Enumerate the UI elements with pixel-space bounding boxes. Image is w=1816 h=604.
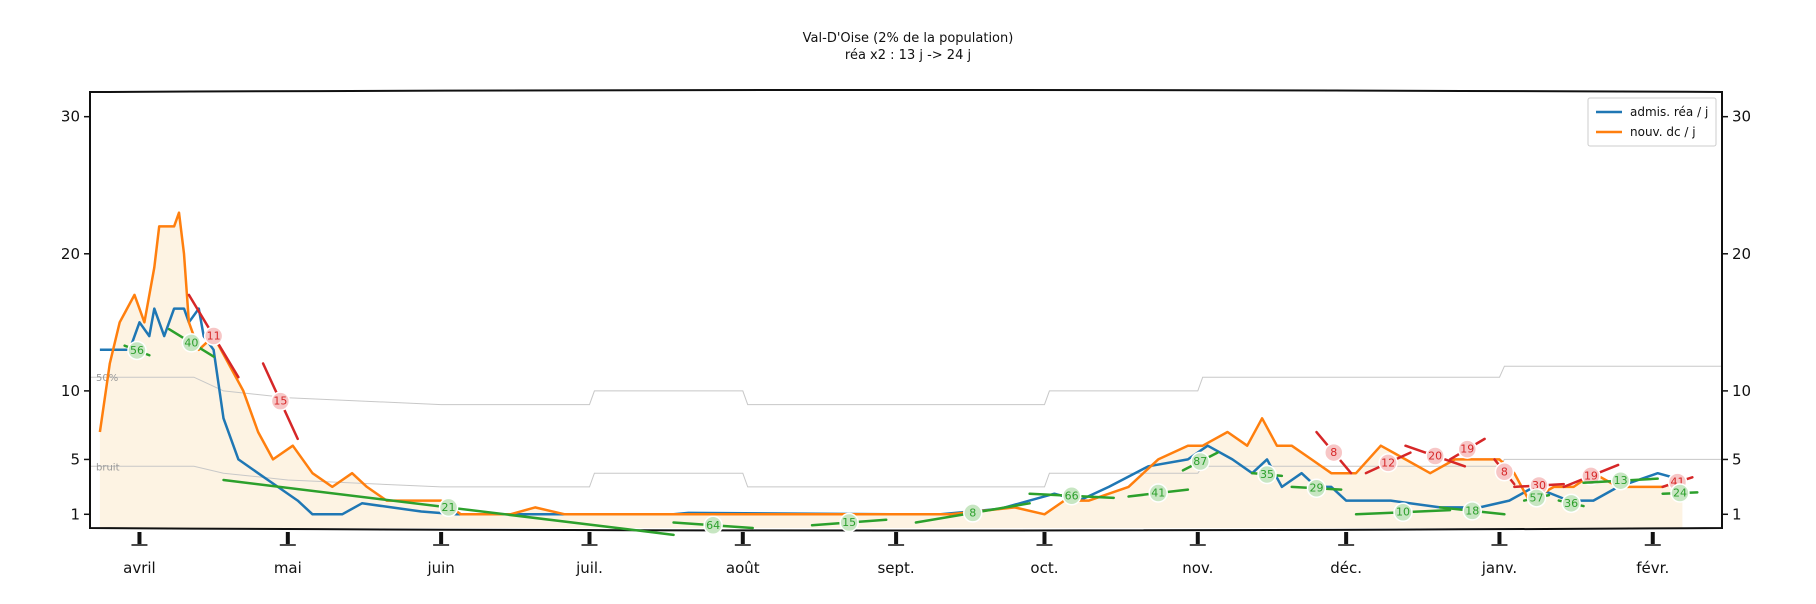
y-tick-label-right-4: 30: [1732, 108, 1751, 126]
trend-bubble-label-24: 13: [1614, 474, 1628, 487]
trend-bubble-label-6: 15: [842, 516, 856, 529]
trend-bubble-label-3: 15: [273, 395, 287, 408]
y-tick-label-right-0: 1: [1732, 505, 1742, 523]
trend-bubble-13: [1324, 442, 1344, 463]
trend-bubble-label-18: 19: [1460, 443, 1474, 456]
x-tick-10: [1650, 532, 1655, 544]
legend-box: [1587, 97, 1717, 147]
trend-bubble-label-7: 8: [969, 506, 976, 519]
trend-bubble-23: [1581, 466, 1601, 486]
y-tick-label-left-0: 1: [70, 505, 80, 523]
trend-bubble-9: [1148, 483, 1168, 503]
trend-bubble-7: [963, 503, 983, 523]
trend-bubble-label-13: 8: [1330, 446, 1337, 459]
trend-bubble-label-5: 64: [706, 519, 720, 532]
trend-bubble-label-0: 56: [130, 344, 144, 357]
x-tick-label-4: août: [726, 559, 760, 577]
x-tick-label-1: mai: [274, 559, 302, 577]
y-tick-label-right-2: 10: [1732, 382, 1751, 400]
trend-bubble-4: [438, 497, 459, 518]
chart-subtitle: réa x2 : 13 j -> 24 j: [844, 48, 972, 63]
legend-label-0: admis. réa / j: [1630, 105, 1708, 119]
trend-bubble-label-19: 8: [1501, 465, 1508, 478]
trend-bubble-6: [839, 512, 859, 533]
x-tick-7: [1195, 532, 1200, 544]
trend-bubble-label-1: 40: [184, 336, 198, 349]
trend-bubble-22: [1561, 493, 1581, 514]
y-tick-label-left-3: 20: [61, 245, 80, 263]
x-tick-label-7: nov.: [1182, 559, 1213, 577]
x-tick-label-6: oct.: [1030, 559, 1058, 577]
trend-bubble-24: [1610, 470, 1631, 491]
x-tick-0: [137, 532, 142, 544]
trend-bubble-label-17: 18: [1465, 504, 1479, 517]
deaths-shaded-area: [99, 212, 1683, 528]
trend-bubble-label-8: 66: [1065, 489, 1079, 502]
threshold-label-1: bruit: [96, 462, 120, 473]
y-tick-label-left-1: 5: [70, 450, 80, 468]
threshold-line-0: [90, 365, 1722, 406]
chart-title-block: Val-D'Oise (2% de la population) réa x2 …: [0, 30, 1816, 64]
x-tick-4: [740, 532, 745, 544]
x-tick-5: [894, 532, 899, 544]
trend-bubble-19: [1494, 462, 1515, 482]
plot-frame: [89, 89, 1723, 532]
trend-bubble-label-9: 41: [1151, 487, 1165, 500]
x-tick-1: [285, 532, 290, 544]
x-tick-label-3: juil.: [575, 559, 603, 577]
trend-bubble-0: [127, 340, 147, 361]
trend-bubble-3: [270, 391, 291, 411]
trend-bubble-label-14: 12: [1381, 456, 1395, 469]
trend-bubble-11: [1257, 464, 1277, 485]
trend-bubble-18: [1457, 439, 1478, 459]
trend-bubble-15: [1425, 446, 1445, 466]
x-tick-label-10: févr.: [1636, 559, 1669, 577]
x-tick-label-8: déc.: [1330, 559, 1362, 577]
trend-bubble-label-21: 57: [1530, 491, 1544, 504]
trend-bubble-label-11: 35: [1260, 468, 1274, 481]
x-tick-label-5: sept.: [877, 559, 914, 577]
trend-bubble-21: [1526, 488, 1547, 508]
trend-bubble-1: [181, 333, 202, 353]
trend-bubble-label-16: 10: [1396, 506, 1410, 519]
x-tick-3: [587, 532, 592, 544]
trend-bubble-label-2: 11: [207, 330, 221, 343]
trend-bubble-17: [1462, 501, 1483, 521]
trend-bubble-12: [1306, 478, 1327, 498]
trend-bubble-10: [1190, 451, 1211, 472]
x-tick-label-0: avril: [123, 559, 156, 577]
trend-bubble-26: [1670, 483, 1690, 503]
trend-bubble-label-12: 29: [1309, 482, 1323, 495]
x-tick-8: [1344, 532, 1349, 544]
x-tick-label-9: janv.: [1481, 559, 1517, 577]
trend-bubble-label-23: 19: [1584, 469, 1598, 482]
trend-bubble-label-10: 87: [1193, 455, 1207, 468]
threshold-line-1: [90, 458, 1722, 488]
legend-label-1: nouv. dc / j: [1630, 125, 1696, 139]
chart-title: Val-D'Oise (2% de la population): [802, 31, 1014, 46]
trend-bubble-8: [1061, 486, 1082, 506]
trend-bubble-2: [203, 326, 224, 346]
trend-bubble-label-26: 24: [1673, 487, 1687, 500]
x-tick-2: [439, 532, 444, 544]
y-tick-label-left-2: 10: [61, 382, 80, 400]
trend-bubble-label-4: 21: [442, 501, 456, 514]
trend-bubble-14: [1378, 453, 1398, 473]
trend-bubble-16: [1393, 502, 1413, 522]
trend-bubble-label-22: 36: [1564, 497, 1578, 510]
trend-bubble-label-15: 20: [1428, 450, 1442, 463]
y-tick-label-left-4: 30: [61, 108, 80, 126]
y-tick-label-right-1: 5: [1732, 450, 1742, 468]
x-tick-label-2: juin: [426, 559, 454, 577]
x-tick-6: [1042, 532, 1047, 544]
trend-bubble-5: [703, 515, 723, 536]
y-tick-label-right-3: 20: [1732, 245, 1751, 263]
x-tick-9: [1497, 532, 1502, 544]
